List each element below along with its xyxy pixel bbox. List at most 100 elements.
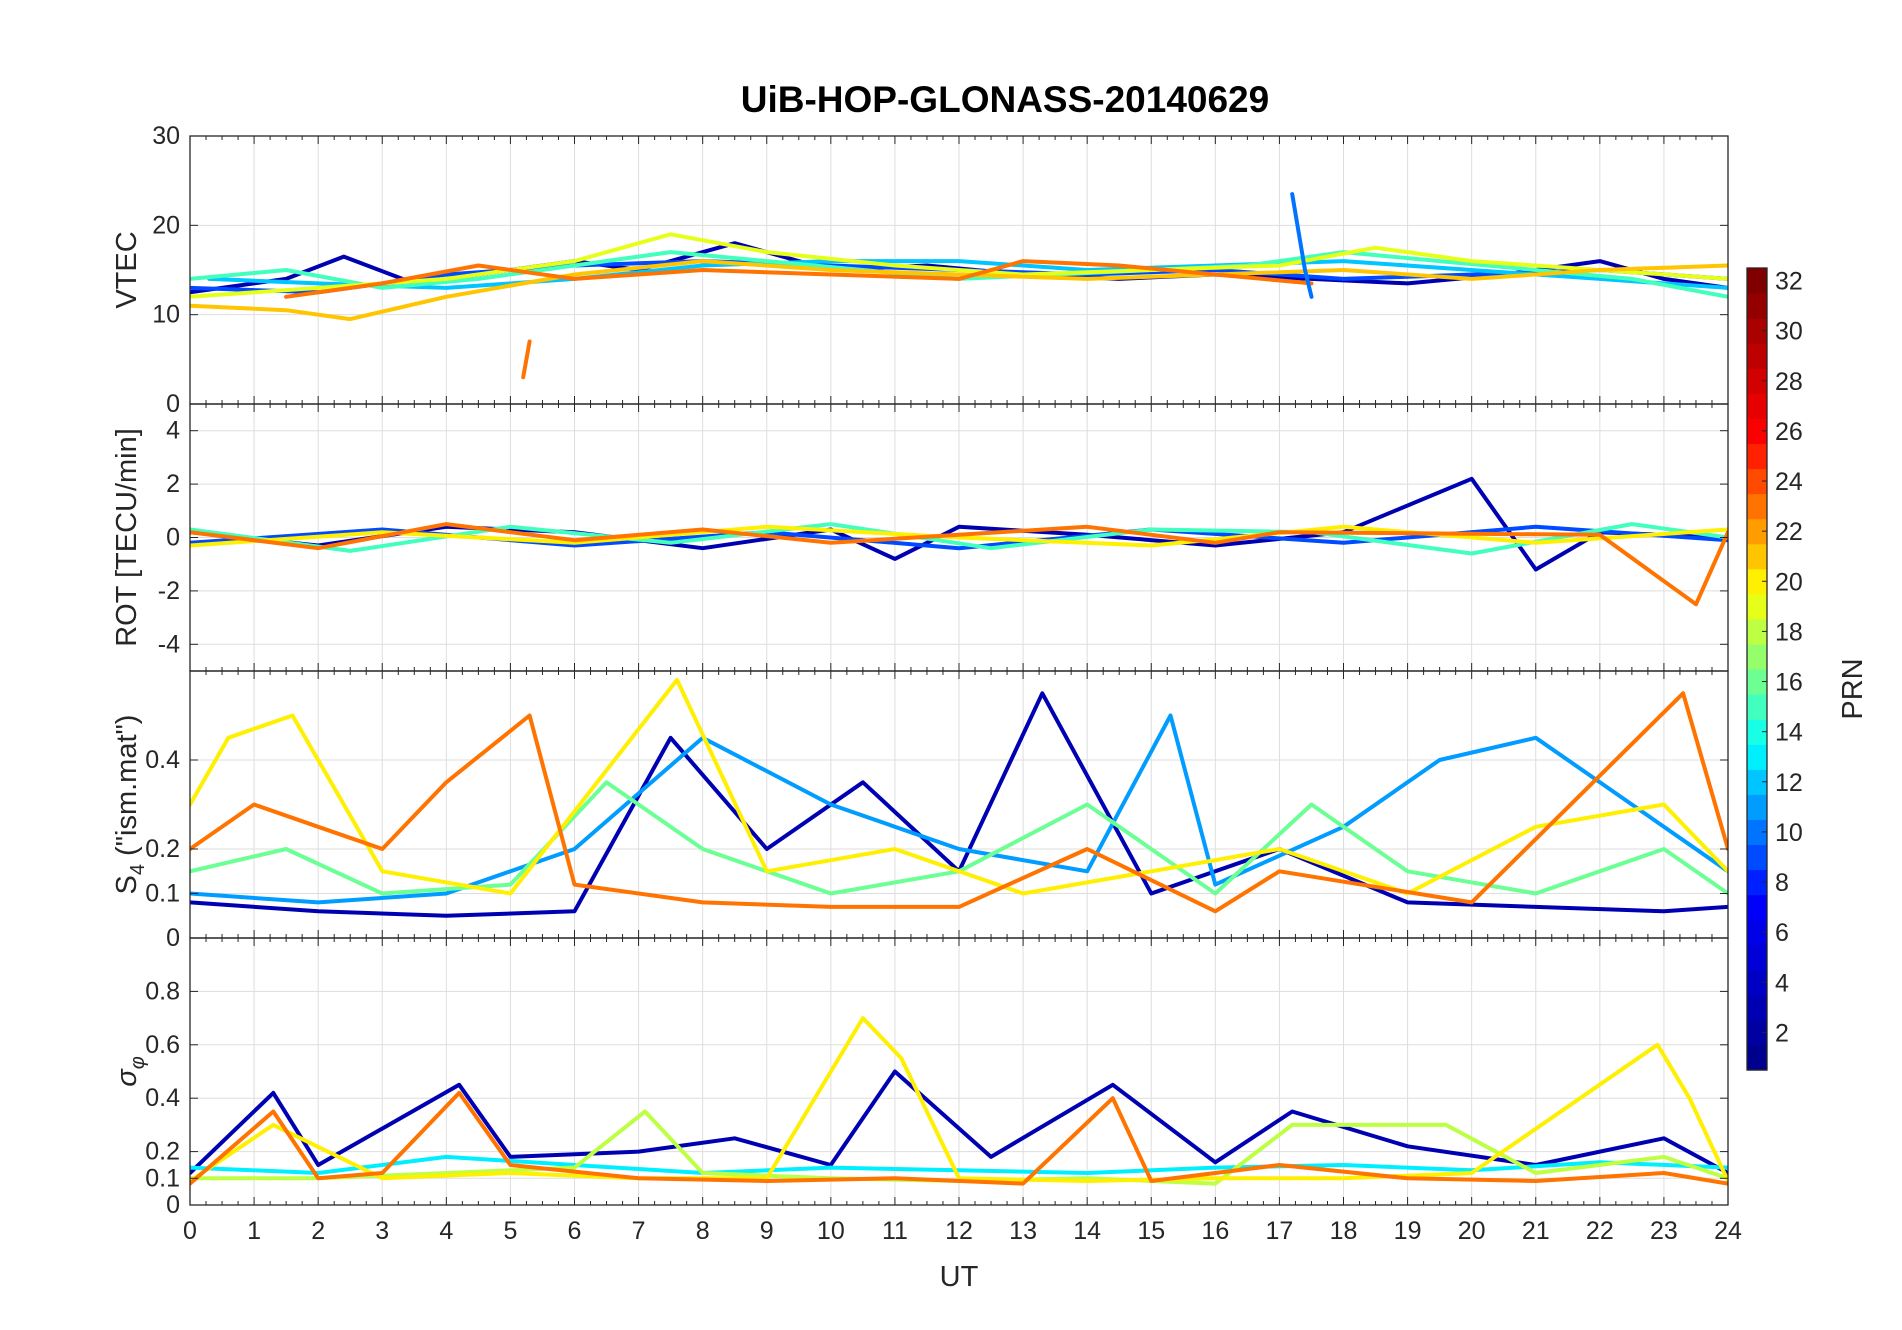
- x-tick-label: 10: [817, 1217, 845, 1245]
- y-tick-label: 0: [166, 1191, 180, 1219]
- series-group-rot: [190, 476, 1728, 607]
- colorbar-segment: [1747, 268, 1767, 294]
- series-line-prn-3: [190, 1069, 1728, 1175]
- y-tick-label: 0.6: [145, 1031, 180, 1059]
- colorbar-tick-label: 22: [1775, 518, 1803, 546]
- y-tick-label: 0.1: [145, 880, 180, 908]
- x-tick-label: 14: [1073, 1217, 1101, 1245]
- x-tick-label: 4: [439, 1217, 453, 1245]
- y-tick-label: 2: [166, 470, 180, 498]
- x-tick-label: 3: [375, 1217, 389, 1245]
- x-tick-label: 16: [1201, 1217, 1229, 1245]
- colorbar-segment: [1747, 618, 1767, 645]
- colorbar-segment: [1747, 593, 1767, 620]
- series-line-prn-20: [190, 524, 1728, 548]
- colorbar-segment: [1747, 443, 1767, 470]
- colorbar-segment: [1747, 543, 1767, 570]
- series-line-prn-19: [190, 232, 1728, 299]
- colorbar-segment: [1747, 769, 1767, 795]
- colorbar-segment: [1747, 418, 1767, 445]
- y-tick-label: 20: [152, 211, 180, 239]
- y-tick-label: 0: [166, 390, 180, 418]
- colorbar-tick-label: 14: [1775, 719, 1803, 747]
- series-group-s4: [190, 677, 1728, 918]
- colorbar-segment: [1747, 844, 1767, 871]
- y-axis-label-vtec: VTEC: [111, 231, 143, 308]
- colorbar-segment: [1747, 869, 1767, 896]
- panel-s4: 0 0.1 0.2 0.4S4 ("ism.mat"): [111, 670, 1729, 952]
- panel-vtec: 0 10 20 30 VTEC: [111, 122, 1729, 418]
- series-line-prn-23: [521, 339, 532, 380]
- x-axis-label: UT: [940, 1261, 979, 1293]
- colorbar-segment: [1747, 669, 1767, 695]
- colorbar-segment: [1747, 819, 1767, 846]
- y-axis-label-s4: S4 ("ism.mat"): [111, 715, 149, 895]
- series-line-prn-23: [284, 259, 1314, 299]
- colorbar-segment: [1747, 318, 1767, 344]
- colorbar-segment: [1747, 468, 1767, 495]
- x-tick-label: 7: [632, 1217, 646, 1245]
- y-tick-label: 4: [166, 417, 180, 445]
- colorbar-tick-label: 24: [1775, 468, 1803, 496]
- x-tick-label: 12: [945, 1217, 973, 1245]
- series-line-prn-20: [190, 1016, 1728, 1183]
- colorbar-segment: [1747, 568, 1767, 595]
- y-tick-label: 0.2: [145, 835, 180, 863]
- colorbar-segment: [1747, 919, 1767, 946]
- y-tick-label: 30: [152, 122, 180, 150]
- x-tick-label: 17: [1266, 1217, 1294, 1245]
- colorbar-tick-label: 32: [1775, 268, 1803, 296]
- colorbar-tick-label: 4: [1775, 969, 1789, 997]
- y-tick-label: 0.1: [145, 1164, 180, 1192]
- x-tick-label: 0: [183, 1217, 197, 1245]
- colorbar-segment: [1747, 994, 1767, 1021]
- series-line-prn-21: [190, 259, 1728, 322]
- colorbar-tick-label: 16: [1775, 669, 1803, 697]
- x-tick-label: 23: [1650, 1217, 1678, 1245]
- colorbar-segment: [1747, 794, 1767, 820]
- colorbar-segment: [1747, 343, 1767, 369]
- colorbar-tick-label: 6: [1775, 919, 1789, 947]
- colorbar-frame: [1746, 267, 1768, 1071]
- series-group-vtec: [190, 192, 1728, 380]
- colorbar-tick-label: 26: [1775, 418, 1803, 446]
- series-group-sigma: [190, 1016, 1728, 1186]
- y-tick-label: 0: [166, 524, 180, 552]
- colorbar-tick-label: 18: [1775, 618, 1803, 646]
- x-tick-label: 13: [1009, 1217, 1037, 1245]
- x-tick-label: 18: [1330, 1217, 1358, 1245]
- colorbar-segment: [1747, 643, 1767, 670]
- y-tick-label: 10: [152, 301, 180, 329]
- series-line-prn-23: [190, 691, 1728, 914]
- colorbar-tick-label: 2: [1775, 1019, 1789, 1047]
- colorbar-tick-label: 8: [1775, 869, 1789, 897]
- x-tick-label: 11: [882, 1217, 908, 1245]
- y-tick-label: 0.2: [145, 1138, 180, 1166]
- x-tick-label: 6: [568, 1217, 582, 1245]
- y-tick-label: 0.8: [145, 977, 180, 1005]
- x-tick-label: 20: [1458, 1217, 1486, 1245]
- series-line-prn-20: [190, 677, 1728, 896]
- colorbar-segment: [1747, 694, 1767, 720]
- y-tick-label: -4: [158, 630, 180, 658]
- colorbar-segment: [1747, 744, 1767, 770]
- colorbar-segment: [1747, 518, 1767, 545]
- colorbar-tick-label: 30: [1775, 318, 1803, 346]
- x-tick-label: 5: [503, 1217, 517, 1245]
- y-tick-label: -2: [158, 577, 180, 605]
- colorbar-segment: [1747, 969, 1767, 996]
- x-tick-label: 24: [1714, 1217, 1742, 1245]
- colorbar-segment: [1747, 1019, 1767, 1046]
- colorbar-segment: [1747, 368, 1767, 394]
- x-tick-label: 8: [696, 1217, 710, 1245]
- y-axis-label-rot: ROT [TECU/min]: [111, 428, 143, 647]
- y-tick-label: 0.4: [145, 746, 180, 774]
- colorbar-segment: [1747, 393, 1767, 419]
- x-tick-labels: 0 1 2 3 4 5 6 7 8 9 10 11 12 13 14 15 16 17 18 19 20 21 22 23 24: [183, 1217, 1742, 1245]
- x-tick-label: 19: [1394, 1217, 1422, 1245]
- colorbar-segment: [1747, 493, 1767, 520]
- colorbar-segment: [1747, 719, 1767, 745]
- panel-sigma: 00.10.2 0.4 0.6 0.8 σφ: [111, 937, 1729, 1219]
